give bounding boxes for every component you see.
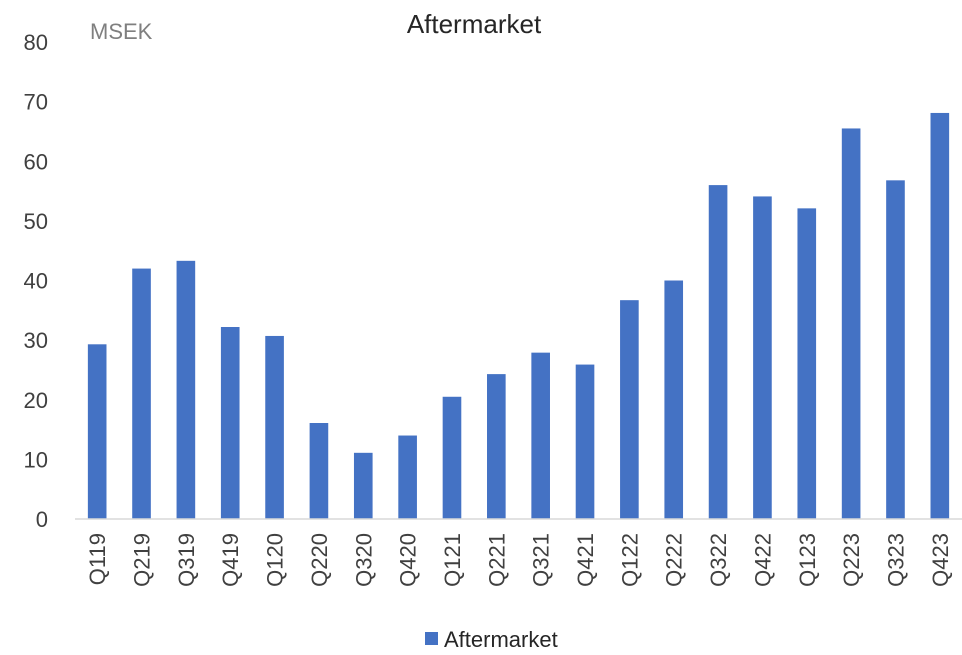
chart-title: Aftermarket bbox=[407, 9, 542, 39]
x-tick-label: Q223 bbox=[839, 533, 864, 587]
bar bbox=[398, 435, 417, 519]
x-tick-label: Q123 bbox=[795, 533, 820, 587]
legend-label: Aftermarket bbox=[444, 627, 558, 652]
bars bbox=[87, 112, 950, 520]
x-tick-label: Q422 bbox=[750, 533, 775, 587]
x-tick-label: Q421 bbox=[573, 533, 598, 587]
bar bbox=[87, 344, 107, 519]
x-tick-label: Q319 bbox=[174, 533, 199, 587]
y-tick-label: 70 bbox=[24, 90, 48, 115]
bar bbox=[841, 128, 861, 520]
y-tick-label: 40 bbox=[24, 269, 48, 294]
bar bbox=[886, 180, 905, 519]
bar bbox=[487, 374, 506, 519]
x-tick-label: Q423 bbox=[928, 533, 953, 587]
y-tick-label: 20 bbox=[24, 388, 48, 413]
bar bbox=[132, 268, 151, 519]
x-tick-label: Q119 bbox=[85, 533, 110, 585]
bar bbox=[265, 335, 284, 519]
x-tick-label: Q420 bbox=[396, 533, 421, 587]
x-tick-label: Q419 bbox=[218, 533, 243, 587]
bar bbox=[753, 196, 772, 519]
bar bbox=[442, 396, 462, 519]
x-tick-label: Q120 bbox=[263, 533, 288, 587]
bar bbox=[531, 352, 550, 519]
x-tick-label: Q121 bbox=[440, 533, 465, 587]
x-tick-label: Q222 bbox=[662, 533, 687, 587]
bar bbox=[797, 208, 817, 519]
x-tick-label: Q219 bbox=[130, 533, 155, 587]
y-tick-label: 60 bbox=[24, 149, 48, 174]
legend-swatch bbox=[425, 632, 438, 645]
bar bbox=[664, 280, 684, 519]
bar bbox=[309, 423, 329, 519]
bar bbox=[708, 185, 728, 519]
y-tick-label: 10 bbox=[24, 447, 48, 472]
bar bbox=[620, 300, 639, 519]
x-tick-label: Q220 bbox=[307, 533, 332, 587]
bar bbox=[176, 260, 196, 519]
y-tick-label: 80 bbox=[24, 30, 48, 55]
bar bbox=[930, 112, 950, 520]
x-tick-label: Q322 bbox=[706, 533, 731, 587]
unit-label: MSEK bbox=[90, 19, 153, 44]
bar bbox=[575, 364, 595, 519]
x-axis-ticks: Q119 Q219 Q319 Q419 Q120 Q220 Q320 Q420 Q121 Q221… bbox=[85, 533, 953, 587]
bar bbox=[220, 327, 240, 519]
bar bbox=[353, 452, 373, 519]
x-tick-label: Q321 bbox=[529, 533, 554, 587]
y-tick-label: 50 bbox=[24, 209, 48, 234]
x-tick-label: Q323 bbox=[883, 533, 908, 587]
y-tick-label: 30 bbox=[24, 328, 48, 353]
x-tick-label: Q320 bbox=[351, 533, 376, 587]
y-axis-ticks: 0 10 20 30 40 50 60 70 80 bbox=[24, 30, 48, 532]
legend: Aftermarket bbox=[425, 627, 558, 652]
x-tick-label: Q122 bbox=[617, 533, 642, 587]
y-tick-label: 0 bbox=[36, 507, 48, 532]
x-tick-label: Q221 bbox=[484, 533, 509, 587]
